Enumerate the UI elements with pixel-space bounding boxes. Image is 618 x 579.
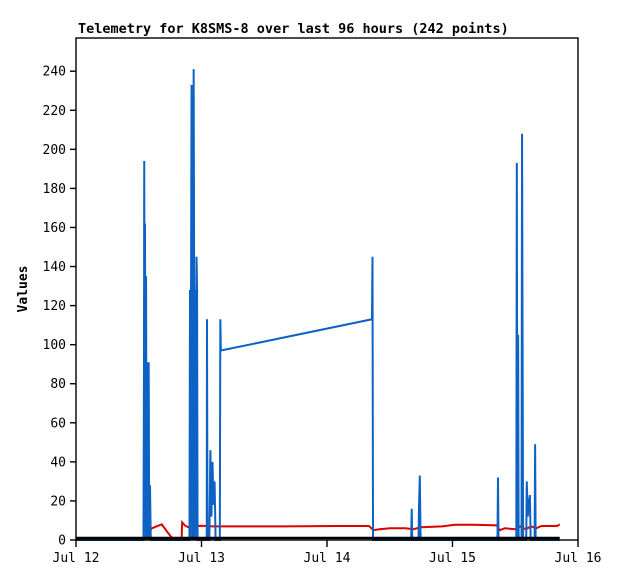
y-tick-label: 160 xyxy=(43,221,66,236)
y-tick-label: 80 xyxy=(50,377,66,392)
y-axis-ticks: 0 20 40 60 80 100 120 140 160 180 200 220 240 xyxy=(43,65,76,549)
y-axis-label: Values xyxy=(16,266,31,313)
x-tick-label: Jul 12 xyxy=(53,551,100,566)
x-tick-label: Jul 15 xyxy=(429,551,476,566)
y-tick-label: 20 xyxy=(50,494,66,509)
y-tick-label: 100 xyxy=(43,338,66,353)
y-tick-label: 40 xyxy=(50,455,66,470)
plot-area-border xyxy=(75,37,579,541)
data-series xyxy=(76,69,561,541)
y-tick-label: 140 xyxy=(43,260,66,275)
x-tick-label: Jul 13 xyxy=(178,551,225,566)
x-axis-ticks: Jul 12 Jul 13 Jul 14 Jul 15 Jul 16 xyxy=(53,540,602,566)
x-tick-label: Jul 16 xyxy=(555,551,602,566)
y-tick-label: 200 xyxy=(43,143,66,158)
chart-title: Telemetry for K8SMS-8 over last 96 hours… xyxy=(78,21,509,37)
y-tick-label: 220 xyxy=(43,104,66,119)
x-tick-label: Jul 14 xyxy=(304,551,351,566)
y-tick-label: 180 xyxy=(43,182,66,197)
y-tick-label: 240 xyxy=(43,65,66,80)
y-tick-label: 0 xyxy=(58,534,66,549)
y-tick-label: 60 xyxy=(50,416,66,431)
y-tick-label: 120 xyxy=(43,299,66,314)
series-blue-channel xyxy=(76,69,560,541)
